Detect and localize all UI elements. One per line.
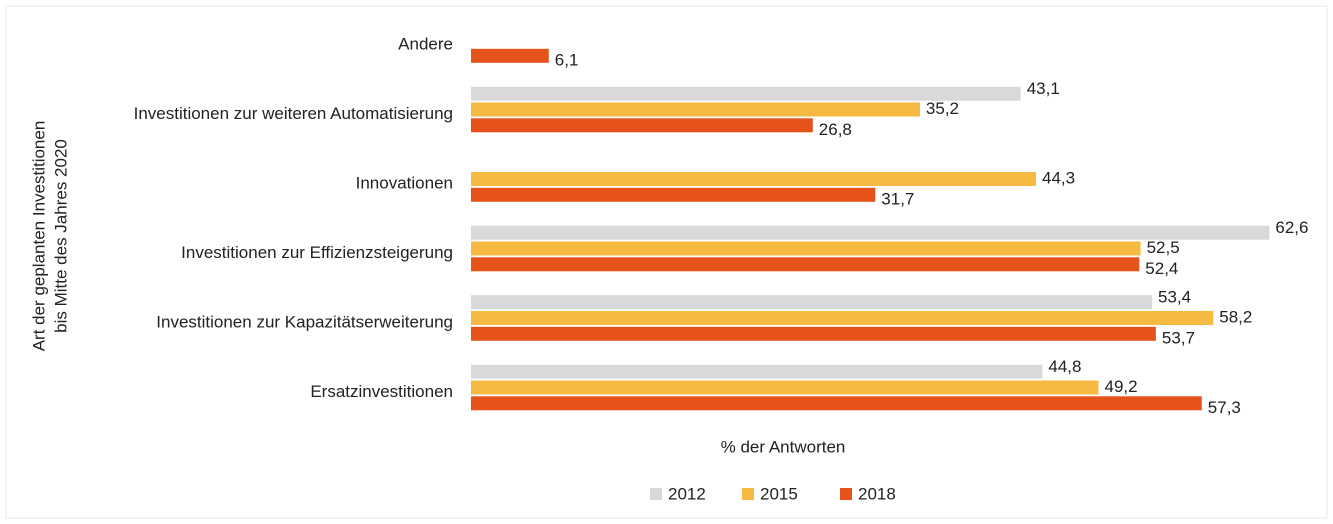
legend-swatch: [742, 488, 754, 500]
bar: [471, 311, 1214, 325]
value-label: 31,7: [881, 189, 914, 208]
x-axis-label: % der Antworten: [721, 437, 846, 456]
y-axis-label-line: Art der geplanten Investitionen: [29, 121, 48, 352]
legend-label: 2015: [760, 484, 798, 503]
y-tick-label: Ersatzinvestitionen: [310, 382, 453, 401]
value-label: 44,3: [1042, 168, 1075, 187]
value-label: 53,4: [1158, 288, 1191, 307]
value-label: 26,8: [819, 120, 852, 139]
y-tick-label: Innovationen: [356, 173, 453, 192]
legend-label: 2012: [668, 484, 706, 503]
value-label: 57,3: [1208, 398, 1241, 417]
bar: [471, 241, 1141, 256]
bar: [471, 187, 876, 202]
value-label: 52,5: [1147, 238, 1180, 257]
value-label: 49,2: [1104, 377, 1137, 396]
bar: [471, 396, 1202, 411]
bar: [471, 326, 1156, 341]
bar: [471, 102, 920, 117]
value-label: 62,6: [1275, 218, 1308, 237]
bar: [471, 225, 1270, 240]
bar: [471, 295, 1153, 310]
value-label: 58,2: [1219, 307, 1252, 326]
value-label: 6,1: [555, 50, 579, 69]
y-tick-label: Investitionen zur Effizienzsteigerung: [181, 243, 453, 262]
bar: [471, 364, 1043, 379]
y-tick-label: Andere: [398, 34, 453, 53]
bar: [471, 48, 549, 63]
value-label: 52,4: [1145, 259, 1178, 278]
legend-swatch: [840, 488, 852, 500]
y-axis-label: Art der geplanten Investitionen bis Mitt…: [29, 121, 70, 352]
value-label: 43,1: [1027, 79, 1060, 98]
y-tick-label: Investitionen zur Kapazitätserweiterung: [156, 312, 453, 331]
bar: [471, 86, 1021, 101]
legend-swatch: [650, 488, 662, 500]
value-label: 53,7: [1162, 328, 1195, 347]
value-label: 35,2: [926, 99, 959, 118]
y-axis-label-line: bis Mitte des Jahres 2020: [51, 139, 70, 333]
value-label: 44,8: [1048, 357, 1081, 376]
bar: [471, 257, 1140, 272]
bar: [471, 172, 1036, 186]
bar: [471, 380, 1099, 395]
legend-label: 2018: [858, 484, 896, 503]
y-tick-label: Investitionen zur weiteren Automatisieru…: [134, 104, 453, 123]
bar: [471, 118, 813, 133]
